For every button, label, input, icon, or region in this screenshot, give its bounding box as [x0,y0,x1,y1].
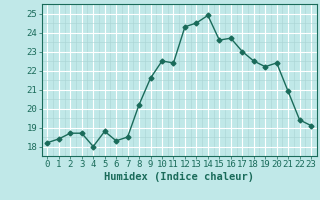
X-axis label: Humidex (Indice chaleur): Humidex (Indice chaleur) [104,172,254,182]
